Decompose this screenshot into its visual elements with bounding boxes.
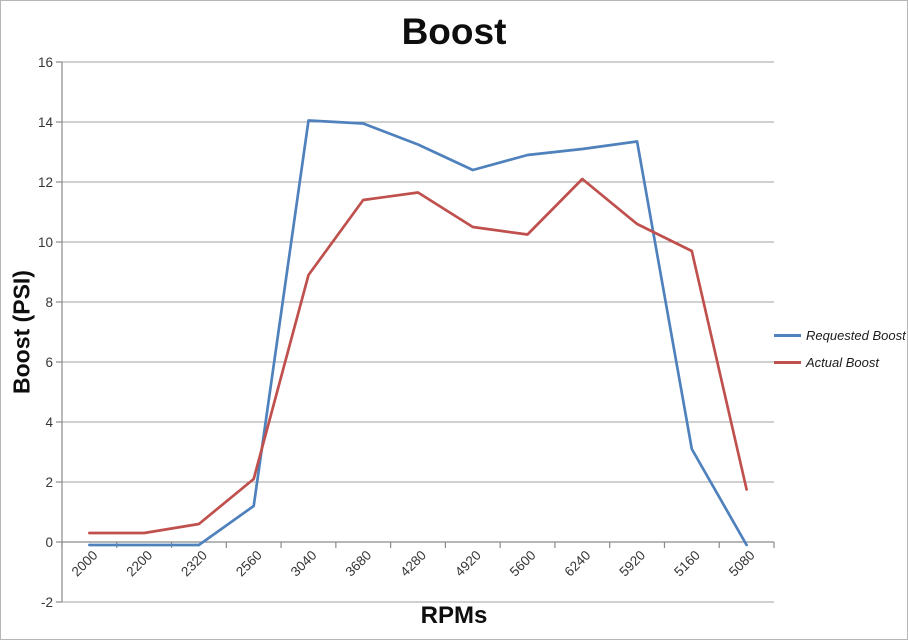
x-tick-label: 5600 <box>507 548 539 580</box>
legend-label-actual-boost: Actual Boost <box>806 354 879 370</box>
x-tick-label: 2320 <box>178 548 210 580</box>
series-line-actual-boost <box>88 177 748 535</box>
legend-item-actual-boost: Actual Boost <box>774 354 906 370</box>
y-tick-label: 6 <box>45 355 53 370</box>
x-tick-label: 4280 <box>397 548 429 580</box>
y-tick-label: -2 <box>41 595 53 610</box>
x-tick-label: 4920 <box>452 548 484 580</box>
x-tick-label: 3680 <box>342 548 374 580</box>
y-tick-label: 14 <box>38 115 54 130</box>
x-tick-label: 6240 <box>562 548 594 580</box>
x-axis-title: RPMs <box>420 602 488 629</box>
x-tick-label: 2000 <box>69 548 101 580</box>
legend-label-requested-boost: Requested Boost <box>806 327 906 343</box>
requested-boost-line-swatch-icon <box>774 333 801 337</box>
series-line-requested-boost <box>88 119 748 547</box>
x-tick-label: 3040 <box>288 548 320 580</box>
actual-boost-line-swatch-icon <box>774 360 801 364</box>
y-tick-label: 12 <box>38 175 53 190</box>
y-tick-label: 16 <box>38 55 53 70</box>
y-axis-title: Boost (PSI) <box>8 270 35 394</box>
x-tick-label: 2200 <box>123 548 155 580</box>
legend-item-requested-boost: Requested Boost <box>774 327 906 343</box>
y-tick-label: 10 <box>38 235 53 250</box>
y-tick-label: 2 <box>45 475 53 490</box>
x-tick-label: 5160 <box>671 548 703 580</box>
x-tick-label: 5080 <box>726 548 758 580</box>
chart-title: Boost <box>401 11 507 52</box>
y-tick-label: 4 <box>45 415 53 430</box>
y-tick-label: 8 <box>45 295 53 310</box>
x-tick-label: 5920 <box>616 548 648 580</box>
legend: Requested Boost Actual Boost <box>774 327 906 370</box>
x-tick-label: 2560 <box>233 548 265 580</box>
y-tick-label: 0 <box>45 535 53 550</box>
